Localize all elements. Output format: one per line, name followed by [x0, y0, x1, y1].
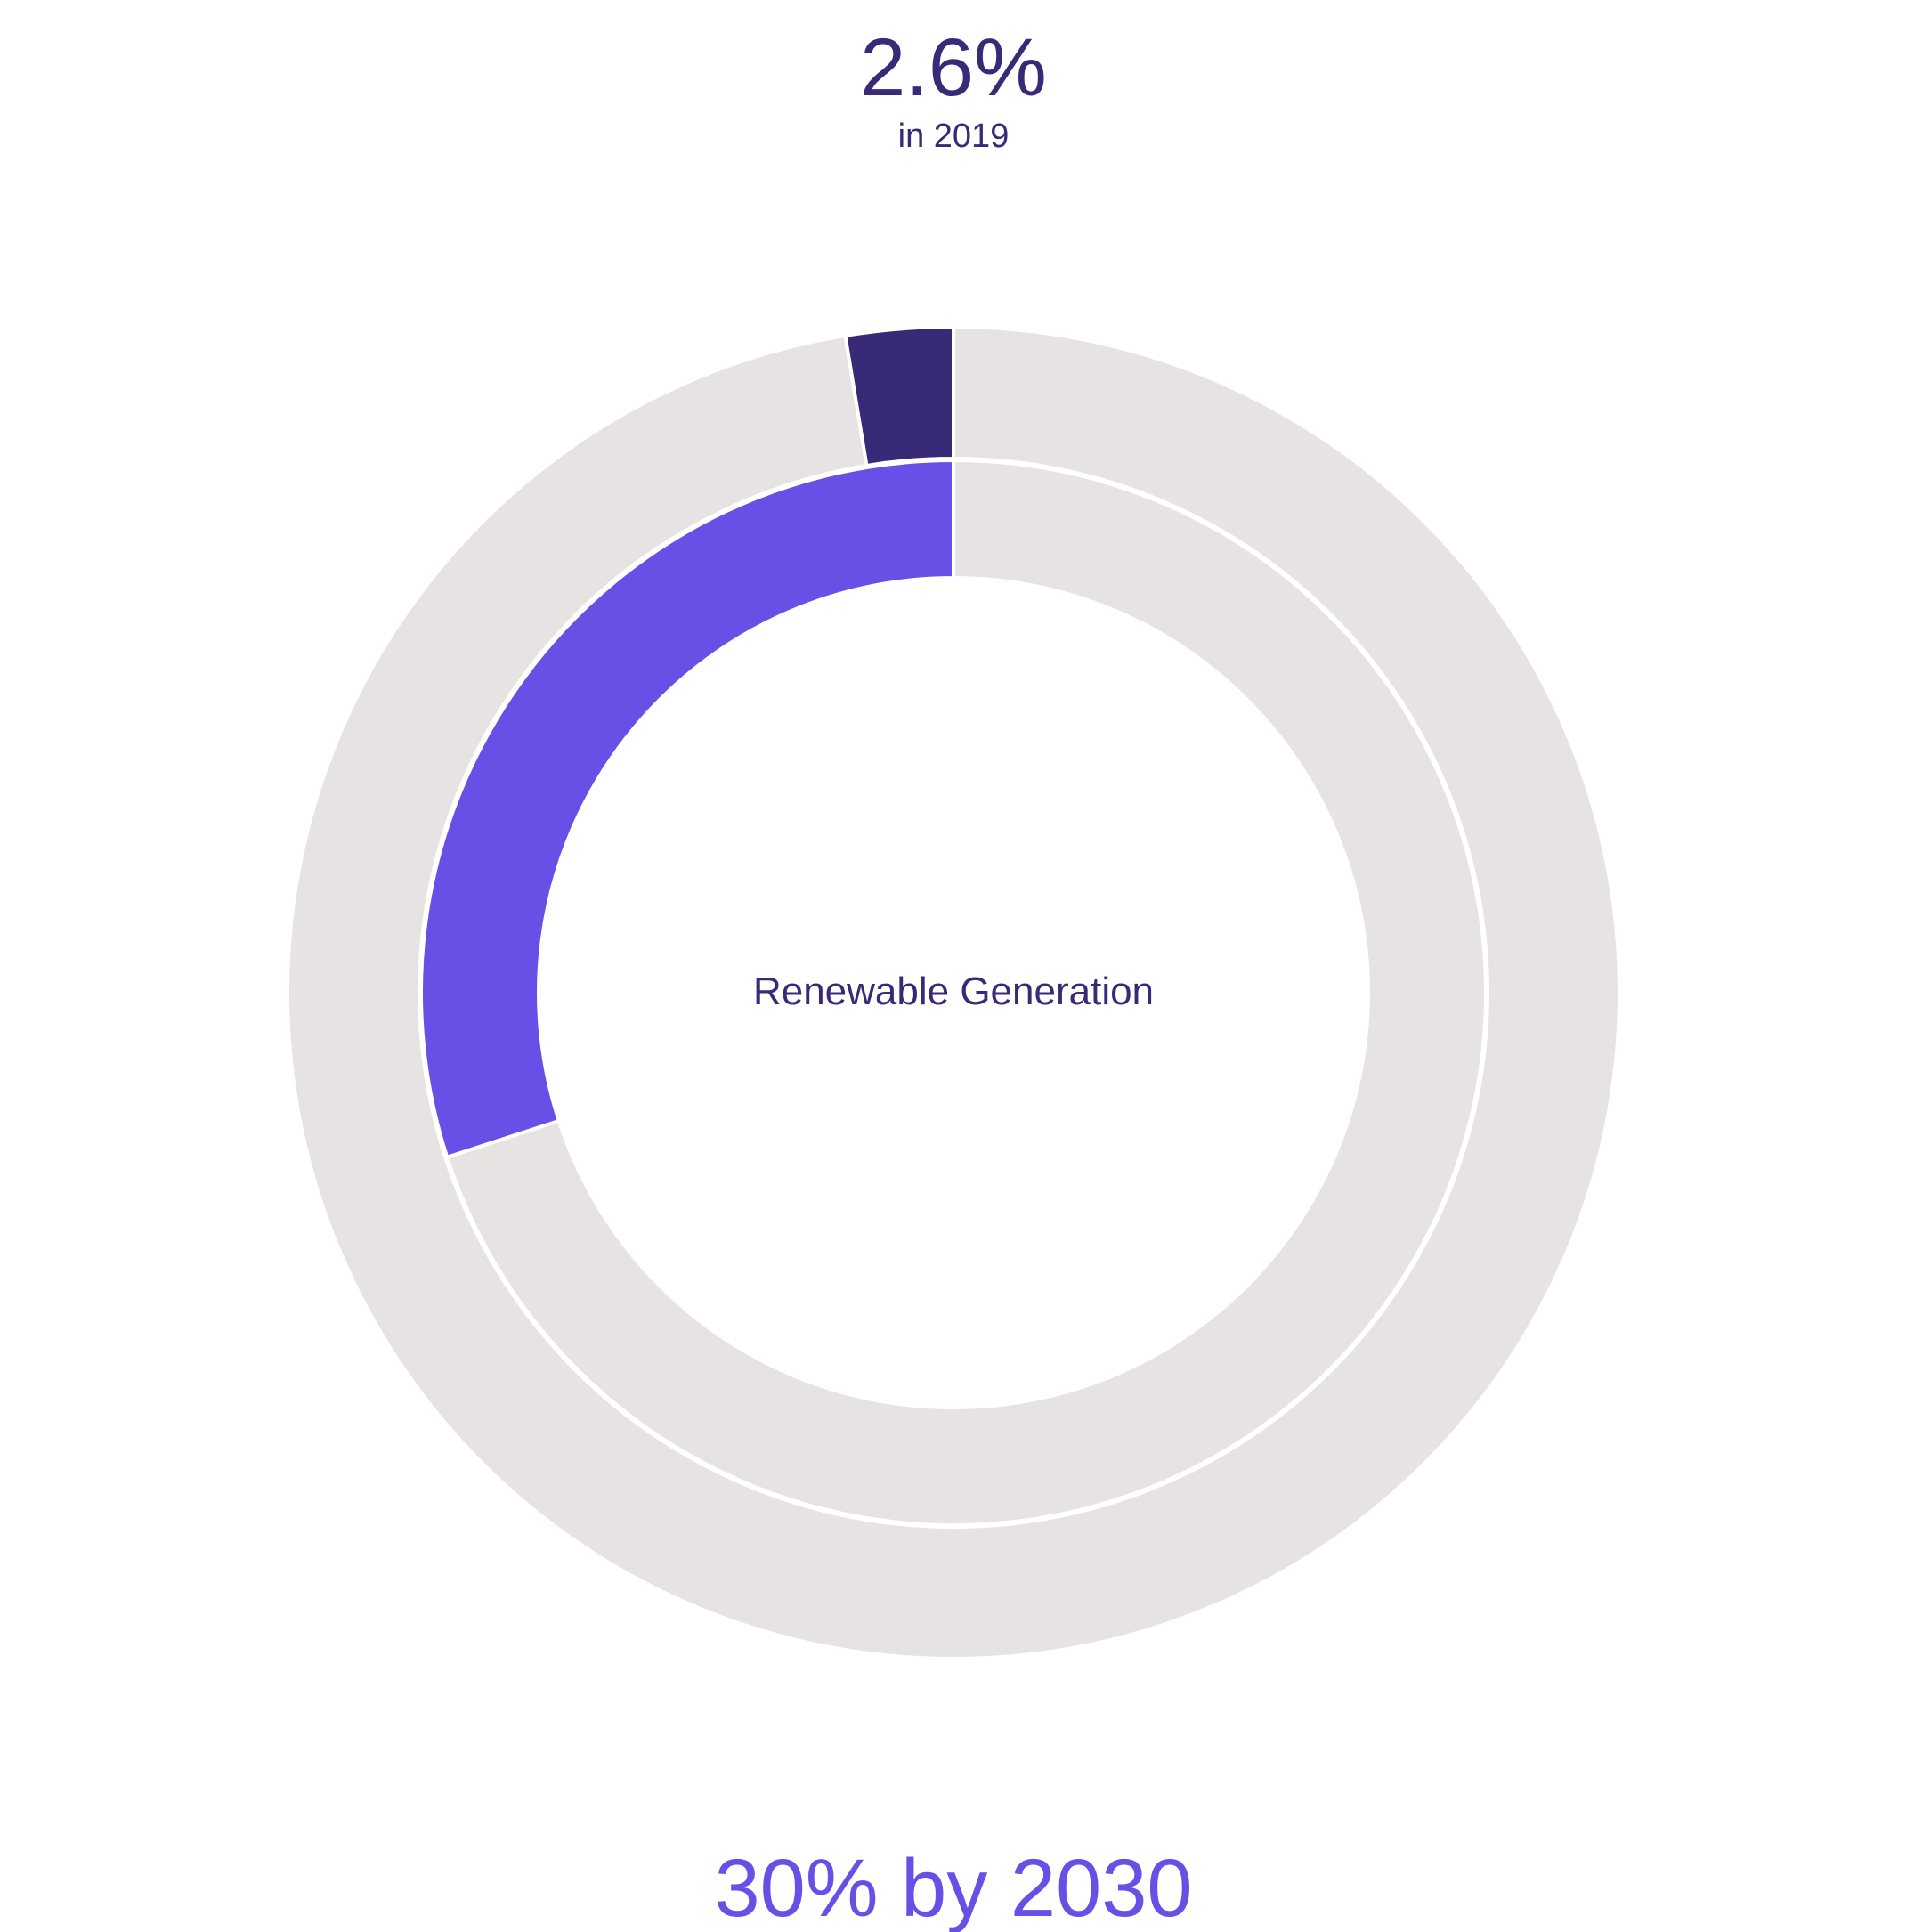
center-label: Renewable Generation — [753, 970, 1154, 1013]
headline-value: 2.6% — [860, 22, 1047, 113]
headline-caption: in 2019 — [898, 118, 1010, 155]
footer-target: 30% by 2030 — [714, 1843, 1192, 1932]
rings-layer — [286, 324, 1621, 1660]
inner-ring-slice-share — [419, 458, 955, 1160]
inner-ring-slice-remainder — [444, 458, 1488, 1527]
